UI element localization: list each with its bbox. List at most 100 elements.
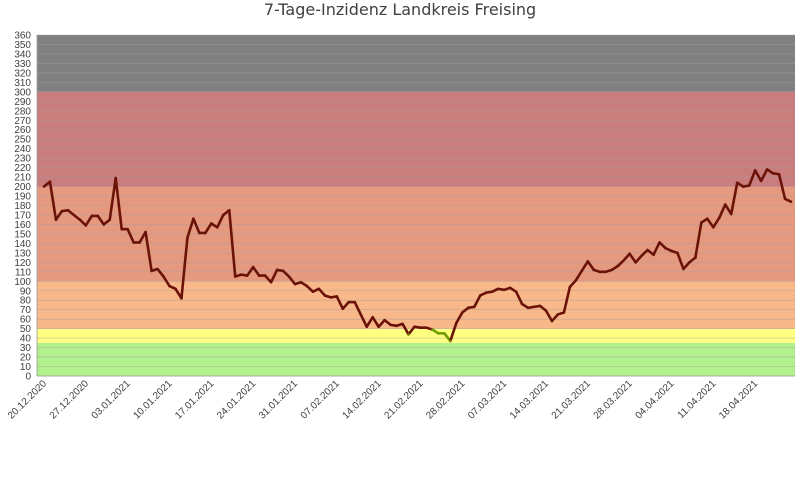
series-segment: [269, 268, 279, 284]
series-segment: [580, 260, 590, 273]
data-point: [252, 265, 255, 269]
data-point: [461, 311, 464, 314]
y-axis-ticks: 0102030405060708090100110120130140150160…: [14, 31, 31, 383]
data-point: [341, 307, 344, 310]
series-segment: [574, 269, 584, 282]
x-tick-label: 21.02.2021: [382, 378, 425, 421]
series-segment: [281, 269, 291, 278]
series-segment: [192, 217, 201, 235]
series-segment: [640, 248, 649, 258]
data-point: [688, 261, 691, 264]
data-point: [365, 325, 368, 328]
series-segment: [359, 313, 369, 329]
series-segment: [48, 180, 58, 222]
series-segment: [622, 252, 631, 262]
chart-title: 7-Tage-Inzidenz Landkreis Freising: [263, 0, 537, 19]
data-point: [503, 288, 506, 291]
data-point: [455, 321, 458, 325]
data-point: [622, 259, 625, 262]
x-tick-label: 17.01.2021: [173, 378, 216, 421]
series-segment: [245, 265, 255, 277]
data-point: [162, 275, 165, 278]
series-segment: [514, 290, 524, 306]
y-tick-label: 330: [14, 59, 31, 70]
data-point: [556, 313, 560, 316]
data-point: [204, 231, 207, 235]
series-segment: [472, 294, 482, 309]
series-segment: [562, 285, 572, 314]
data-point: [269, 281, 273, 284]
data-point: [640, 254, 643, 257]
y-tick-label: 260: [14, 125, 31, 136]
data-point: [526, 306, 530, 309]
series-segment: [216, 213, 225, 229]
data-point: [293, 283, 297, 286]
data-point: [748, 184, 751, 187]
data-point: [198, 231, 201, 235]
data-point: [54, 218, 58, 221]
y-tick-label: 10: [20, 362, 32, 373]
series-segment: [227, 208, 237, 278]
data-point: [192, 217, 195, 220]
data-point: [754, 169, 757, 172]
data-point: [90, 214, 93, 218]
series-segment: [568, 279, 578, 289]
y-tick-label: 290: [14, 97, 31, 108]
y-tick-label: 20: [20, 353, 32, 364]
band-35-50: [37, 328, 795, 343]
y-tick-label: 350: [14, 40, 31, 51]
data-point: [180, 297, 183, 300]
data-point: [347, 301, 350, 304]
x-tick-label: 14.03.2021: [508, 378, 551, 421]
data-point: [222, 213, 225, 217]
data-point: [48, 180, 52, 183]
series-segment: [449, 321, 458, 343]
data-point: [264, 274, 267, 277]
series-segment: [180, 236, 189, 300]
y-tick-label: 320: [14, 68, 31, 79]
data-point: [652, 253, 655, 256]
x-tick-label: 24.01.2021: [215, 378, 258, 421]
x-tick-label: 20.12.2020: [6, 378, 49, 421]
series-segment: [341, 300, 351, 311]
series-segment: [706, 217, 715, 229]
data-point: [532, 305, 536, 308]
data-point: [389, 323, 392, 326]
y-tick-label: 210: [14, 173, 31, 184]
series-segment: [652, 241, 661, 257]
series-segment: [162, 275, 171, 288]
data-point: [467, 306, 470, 309]
data-point: [150, 269, 153, 272]
data-point: [102, 223, 105, 226]
series-segment: [401, 322, 410, 336]
gridlines: [36, 34, 795, 377]
y-tick-label: 220: [14, 163, 31, 174]
data-point: [168, 284, 171, 288]
y-tick-label: 230: [14, 154, 31, 165]
data-point: [377, 325, 380, 328]
data-point: [120, 228, 123, 231]
series-segment: [682, 261, 691, 271]
data-point: [401, 322, 404, 326]
data-point: [240, 273, 243, 276]
data-point: [664, 247, 667, 250]
data-point: [598, 270, 601, 273]
y-tick-label: 240: [14, 144, 31, 155]
data-point: [144, 230, 147, 234]
series-segment: [717, 203, 727, 220]
series-segment: [126, 227, 135, 244]
series-segment: [616, 259, 625, 268]
series-segment: [759, 168, 769, 183]
series-segment: [144, 230, 153, 273]
series-segment: [114, 176, 123, 231]
data-point: [473, 305, 476, 308]
data-point: [210, 222, 213, 225]
x-tick-label: 14.02.2021: [341, 378, 384, 421]
series-segment: [317, 287, 327, 297]
data-point: [66, 209, 70, 212]
y-tick-label: 160: [14, 220, 31, 231]
y-tick-label: 300: [14, 87, 31, 98]
data-point: [431, 328, 434, 331]
y-tick-label: 270: [14, 116, 31, 127]
data-point: [311, 290, 315, 293]
